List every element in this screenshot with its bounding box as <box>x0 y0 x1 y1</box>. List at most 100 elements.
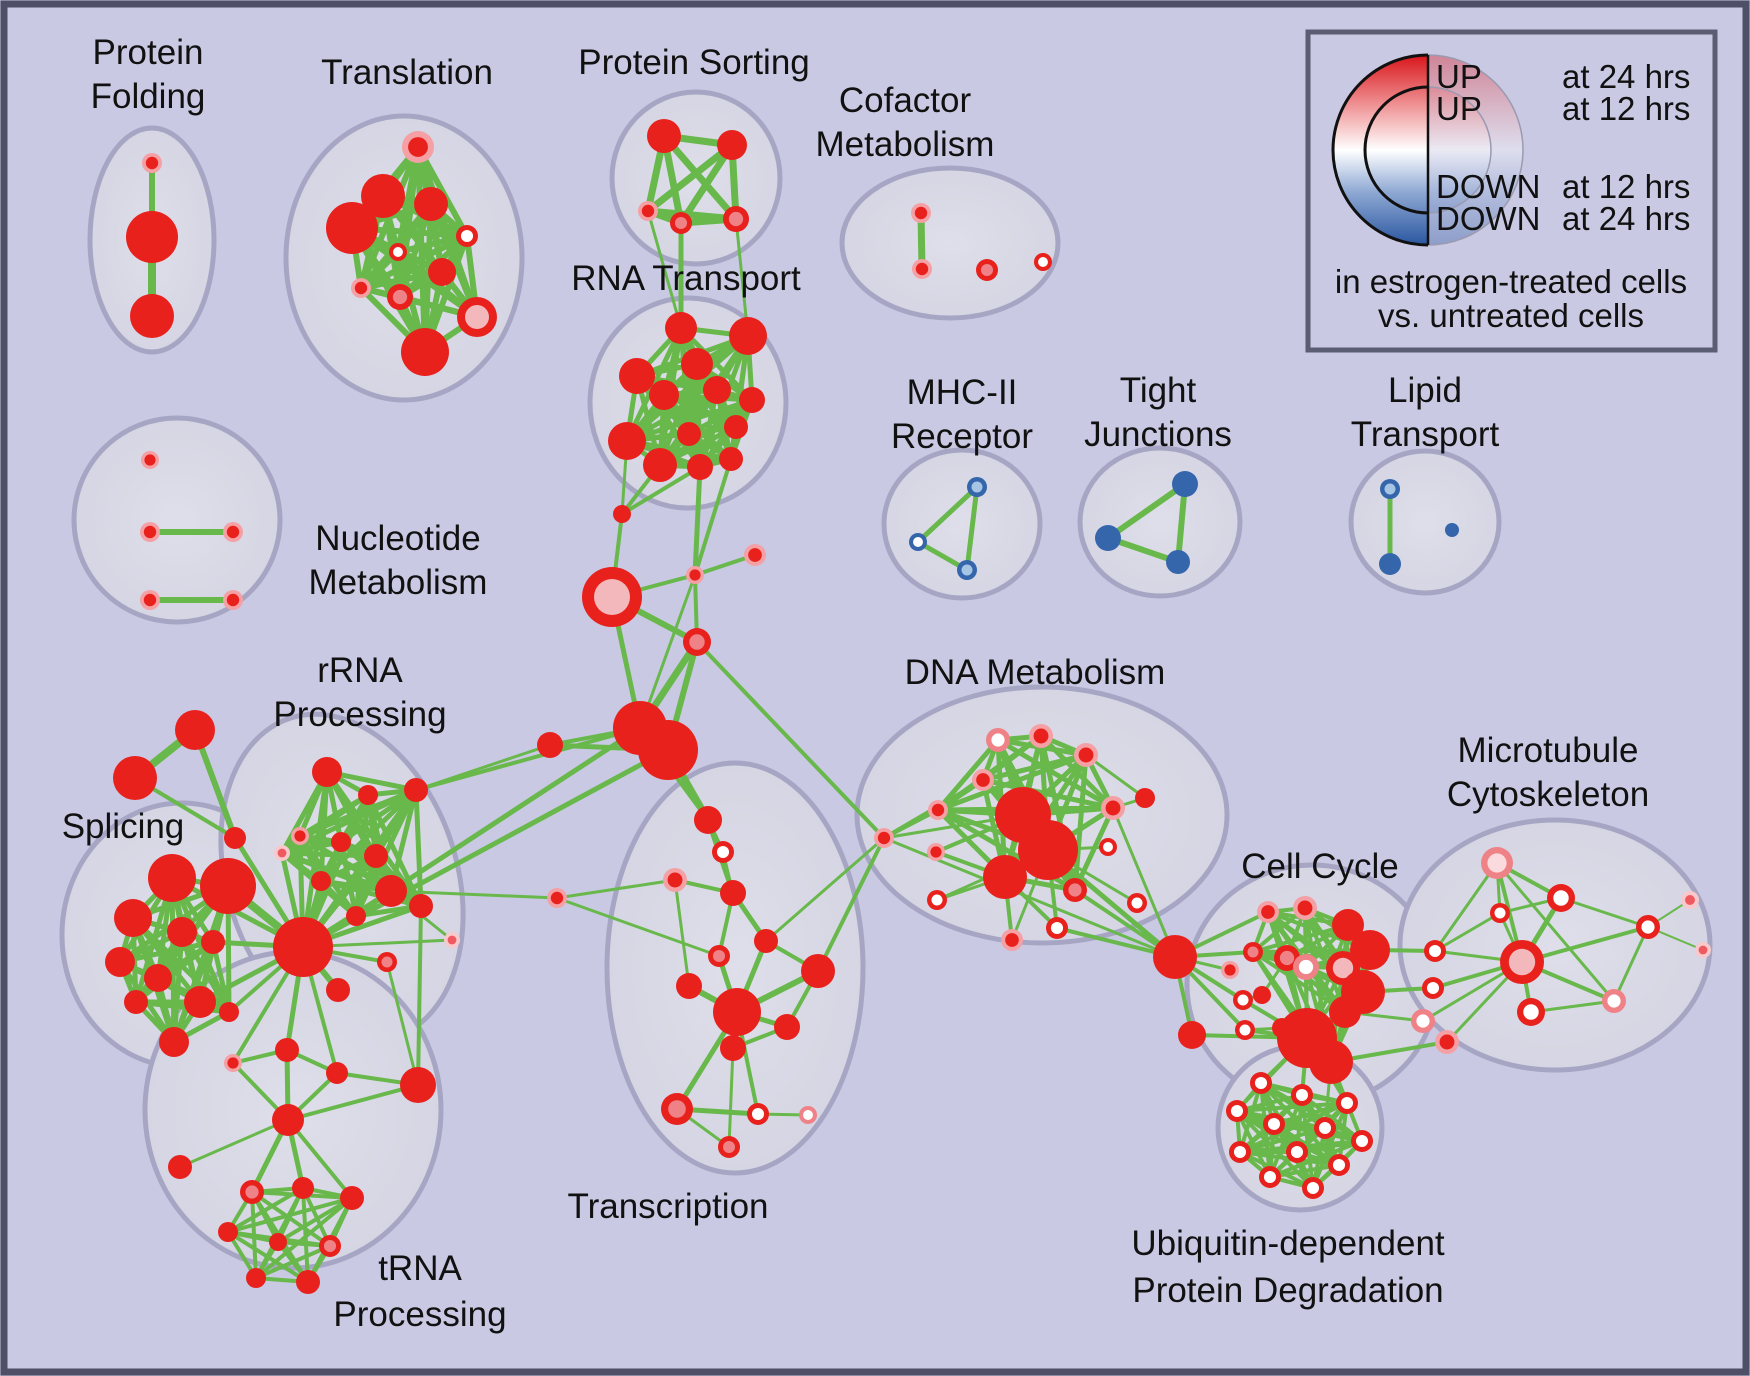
network-node <box>1001 929 1023 951</box>
network-node <box>1243 942 1263 962</box>
network-node <box>457 297 497 337</box>
node-outer <box>275 1038 299 1062</box>
node-outer <box>272 1104 304 1136</box>
cluster-label-tight-junctions: Tight <box>1120 371 1197 410</box>
node-outer <box>326 202 378 254</box>
network-node <box>972 769 994 791</box>
network-edge <box>286 1118 354 1200</box>
network-node <box>909 533 927 551</box>
network-node <box>717 130 747 160</box>
network-node <box>1314 1117 1336 1139</box>
network-node <box>224 827 246 849</box>
node-inner <box>914 206 928 220</box>
node-outer <box>346 906 366 926</box>
cluster-label-nucleotide-metabolism: Nucleotide <box>315 519 480 558</box>
node-inner <box>392 289 408 305</box>
cluster-label-rrna-processing: rRNA <box>317 651 403 690</box>
network-edge <box>695 640 886 840</box>
node-outer <box>1350 930 1390 970</box>
network-node <box>1101 796 1125 820</box>
node-outer <box>364 844 388 868</box>
node-outer <box>126 211 178 263</box>
node-inner <box>674 216 688 230</box>
legend-direction-label: UP <box>1436 90 1482 127</box>
node-inner <box>294 830 306 842</box>
network-edge <box>660 132 740 223</box>
network-node <box>1332 909 1364 941</box>
network-node <box>1226 1100 1248 1122</box>
cluster-label-ubiquitin-degradation: Protein Degradation <box>1132 1271 1443 1310</box>
network-edge <box>250 1190 332 1248</box>
node-inner <box>1428 944 1442 958</box>
cluster-label-dna-metabolism: DNA Metabolism <box>905 653 1166 692</box>
network-node <box>720 880 746 906</box>
network-node <box>720 1035 746 1061</box>
node-inner <box>1298 959 1314 975</box>
legend: UP at 24 hrs UP at 12 hrs DOWN at 12 hrs DOWN a… <box>1305 29 1718 353</box>
network-node <box>1424 940 1446 962</box>
network-node <box>613 505 631 523</box>
network-node <box>326 978 350 1002</box>
network-node <box>167 917 197 947</box>
node-inner <box>594 579 630 615</box>
network-node <box>274 845 290 861</box>
node-inner <box>144 454 156 466</box>
node-outer <box>1272 1018 1292 1038</box>
node-outer <box>340 1186 364 1210</box>
node-outer <box>638 720 698 780</box>
network-edge <box>673 878 691 988</box>
node-outer <box>703 376 731 404</box>
node-outer <box>311 871 331 891</box>
network-node <box>1127 893 1147 913</box>
network-edge <box>1433 911 1502 953</box>
network-node <box>967 477 987 497</box>
node-outer <box>428 258 456 286</box>
network-node <box>619 358 655 394</box>
node-inner <box>667 872 683 888</box>
node-inner <box>1247 946 1259 958</box>
cluster-ellipse-lipid-transport <box>1348 448 1502 596</box>
network-node <box>1547 884 1575 912</box>
network-node <box>1095 525 1121 551</box>
network-node <box>201 930 225 954</box>
network-edge <box>254 1244 332 1280</box>
network-node <box>1422 977 1444 999</box>
network-node <box>683 628 711 656</box>
node-inner <box>1607 994 1621 1008</box>
node-inner <box>803 1110 813 1120</box>
node-outer <box>681 348 713 380</box>
node-outer <box>608 422 646 460</box>
network-edge <box>555 896 721 958</box>
network-node <box>1302 1177 1324 1199</box>
network-node <box>665 312 697 344</box>
network-node <box>670 212 692 234</box>
network-edge <box>318 787 419 884</box>
node-inner <box>323 1239 337 1253</box>
network-node <box>799 1106 817 1124</box>
network-node <box>1411 1009 1435 1033</box>
network-node <box>983 855 1027 899</box>
network-node <box>957 560 977 580</box>
network-node <box>1329 996 1361 1028</box>
node-inner <box>915 262 929 276</box>
node-outer <box>717 130 747 160</box>
network-node <box>1178 1021 1206 1049</box>
network-node <box>774 1014 800 1040</box>
node-inner <box>226 593 240 607</box>
network-edge <box>692 464 703 578</box>
node-outer <box>647 119 681 153</box>
network-node <box>105 947 135 977</box>
network-edge <box>117 939 216 965</box>
node-inner <box>641 204 655 218</box>
node-inner <box>1426 981 1440 995</box>
network-edge <box>1433 861 1499 953</box>
node-outer <box>401 328 449 376</box>
node-inner <box>1068 883 1082 897</box>
network-node <box>346 906 366 926</box>
cluster-ellipse-tight-junctions <box>1077 445 1243 599</box>
network-node <box>1291 1084 1313 1106</box>
network-edge <box>389 889 559 900</box>
network-node <box>547 888 567 908</box>
node-inner <box>393 247 403 257</box>
node-inner <box>1239 1024 1251 1036</box>
